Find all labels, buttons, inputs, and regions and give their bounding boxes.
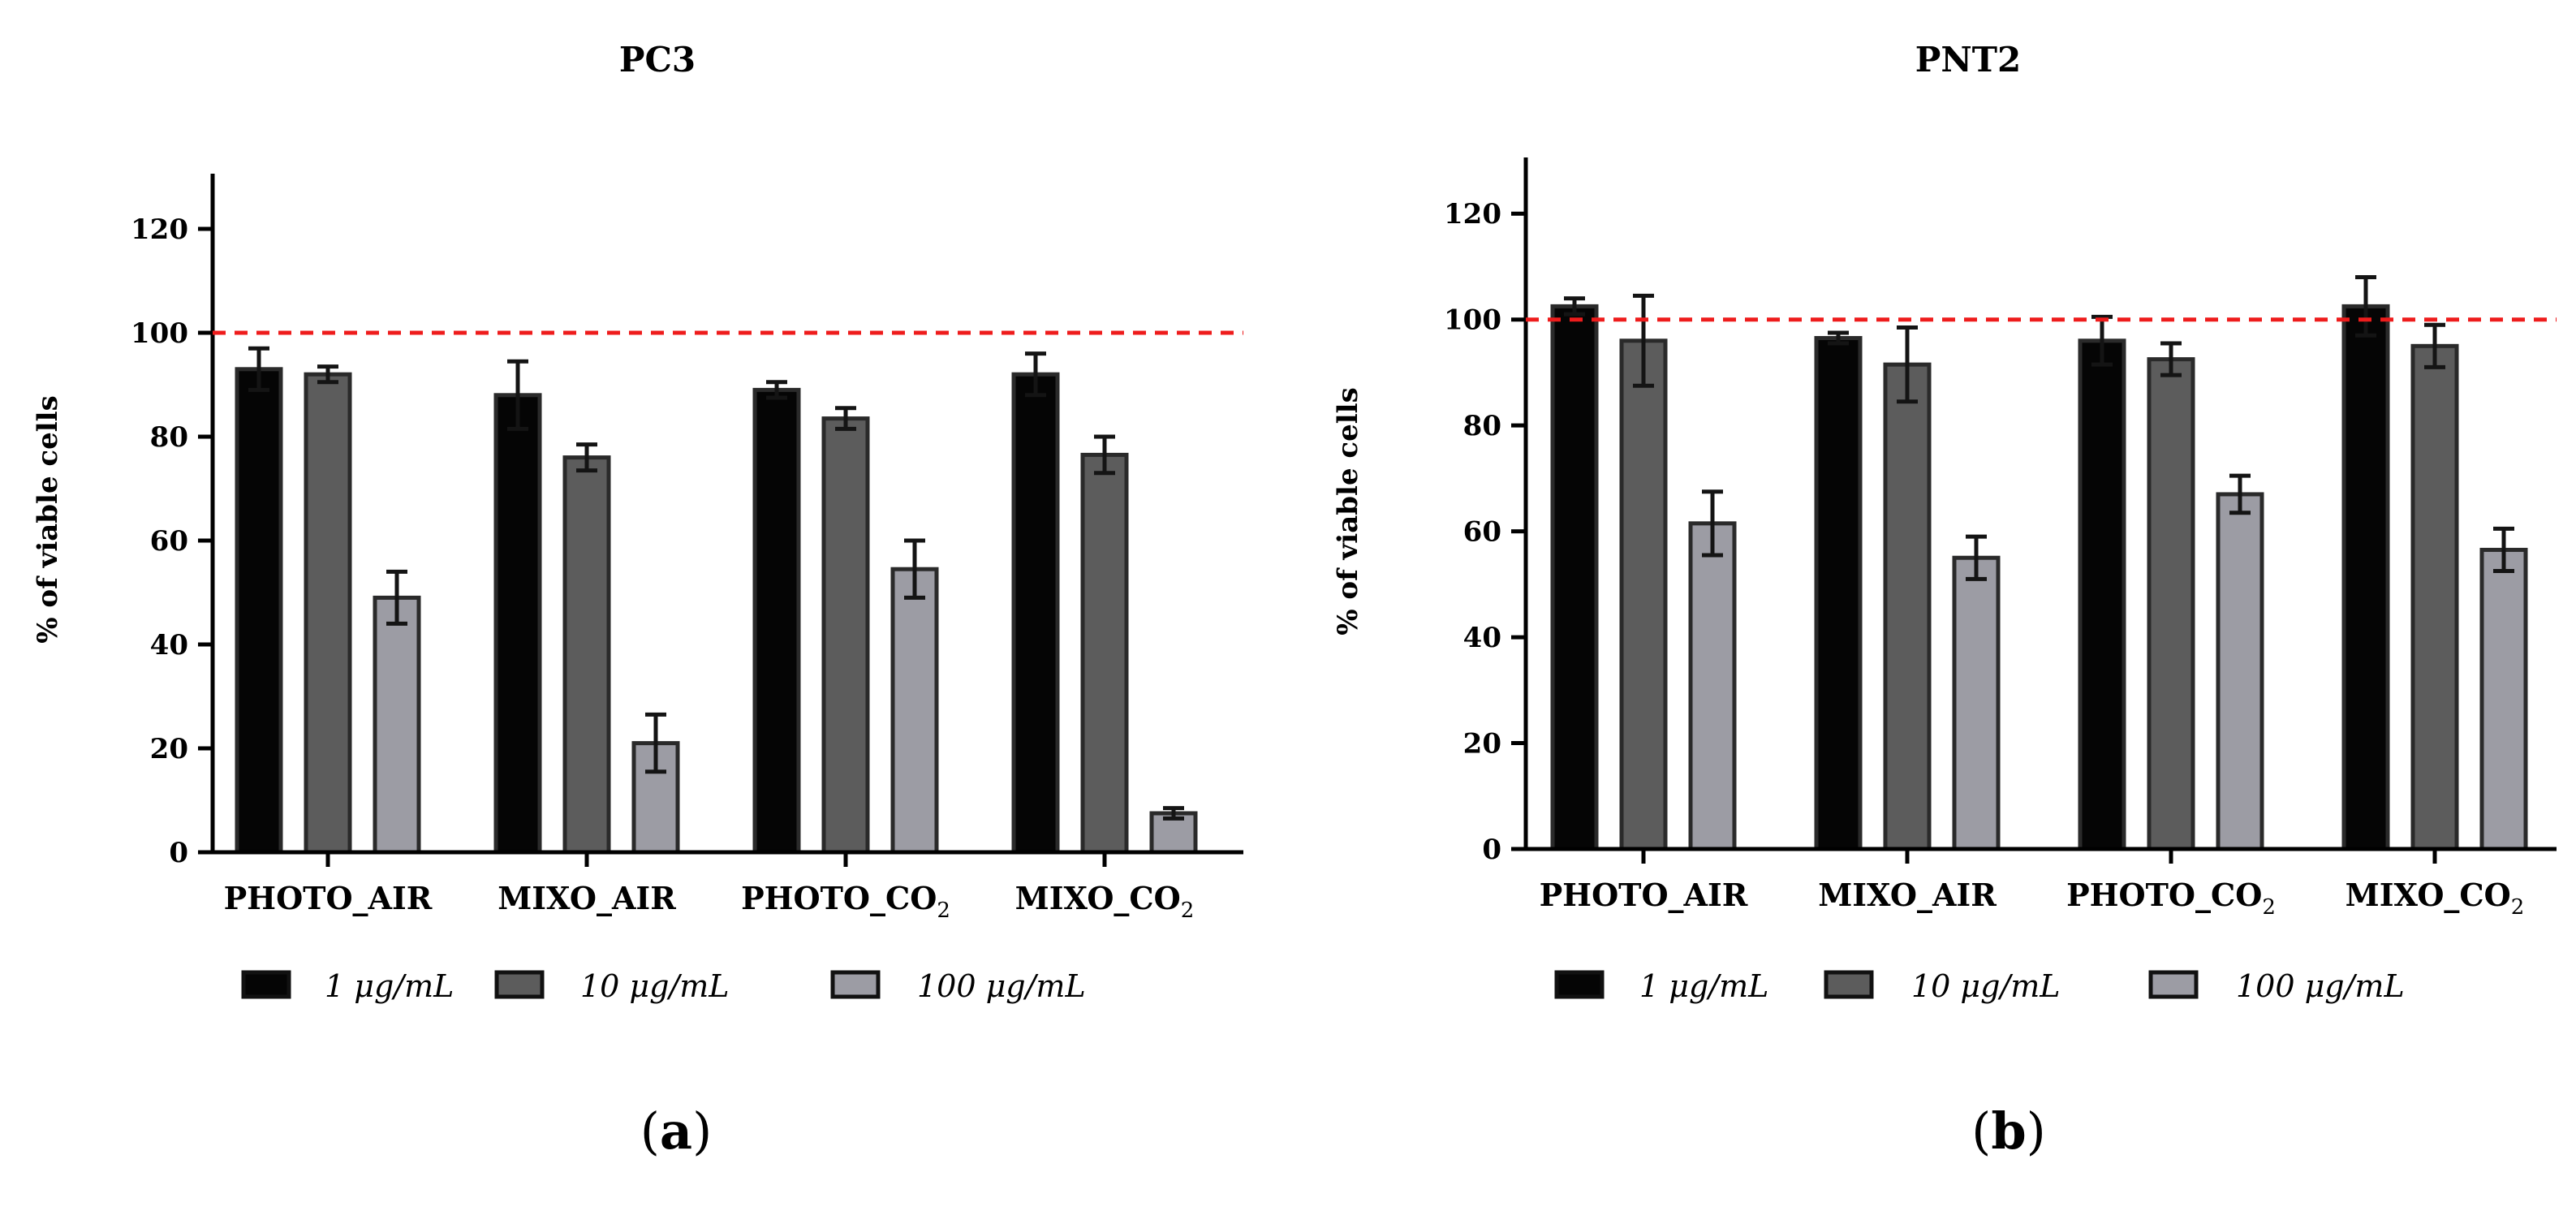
y-axis-label: % of viable cells (32, 395, 64, 643)
legend-label: 100 μg/mL (2236, 968, 2405, 1004)
bar (1883, 362, 1932, 851)
legend-label: 10 μg/mL (1911, 968, 2061, 1004)
x-tick-label: PHOTO_AIR (224, 880, 433, 916)
panel-label: (a) (640, 1101, 713, 1161)
bar (304, 372, 352, 855)
bar (2410, 343, 2459, 851)
legend-label: 1 μg/mL (1639, 968, 1768, 1004)
bar (1080, 452, 1129, 855)
x-tick-label: PHOTO_CO2 (741, 880, 950, 923)
legend-swatch (1824, 970, 1874, 999)
legend-swatch (830, 970, 881, 999)
x-tick-label-main: MIXO_CO (1015, 880, 1181, 916)
bar (1814, 336, 1863, 851)
x-tick-label: MIXO_CO2 (2346, 877, 2525, 920)
legend-swatch (1554, 970, 1605, 999)
bar (1952, 555, 2001, 851)
bar (2341, 304, 2390, 851)
y-tick-label: 100 (1444, 304, 1501, 337)
y-tick-label: 0 (169, 837, 188, 869)
legend-label: 1 μg/mL (325, 968, 454, 1004)
x-tick-label-subscript: 2 (2511, 895, 2525, 920)
panel-label-open: ( (640, 1101, 660, 1161)
bar (1550, 304, 1599, 851)
x-tick-label-main: PHOTO_AIR (1540, 877, 1748, 913)
x-tick-label: PHOTO_CO2 (2066, 877, 2276, 920)
y-tick-label: 100 (131, 317, 188, 350)
bar (1011, 372, 1060, 855)
panel-label: (b) (1971, 1101, 2046, 1161)
bar (821, 416, 870, 855)
bar (890, 567, 939, 855)
bar (1619, 338, 1668, 851)
y-tick-label: 60 (1463, 516, 1501, 549)
x-tick-label-main: MIXO_AIR (1818, 877, 1997, 913)
y-tick-label: 80 (150, 421, 188, 454)
bar (2479, 547, 2528, 851)
x-tick-label-main: PHOTO_CO (741, 880, 937, 916)
bar (493, 393, 542, 855)
y-tick-label: 0 (1482, 834, 1501, 866)
bar (2078, 338, 2126, 851)
y-tick-label: 120 (1444, 198, 1501, 231)
x-tick-label-main: MIXO_CO (2346, 877, 2511, 913)
panel-label-close: ) (2027, 1101, 2046, 1161)
legend-label: 10 μg/mL (580, 968, 730, 1004)
y-tick-label: 20 (150, 733, 188, 765)
y-tick-label: 120 (131, 213, 188, 246)
legend-swatch (2148, 970, 2199, 999)
bar (2216, 492, 2264, 851)
bar (752, 387, 801, 855)
x-tick-label: MIXO_CO2 (1015, 880, 1195, 923)
x-tick-label: MIXO_AIR (1818, 877, 1997, 913)
panel-label-letter: b (1991, 1101, 2026, 1161)
x-tick-label: PHOTO_AIR (1540, 877, 1748, 913)
legend-label: 100 μg/mL (917, 968, 1086, 1004)
y-axis-label: % of viable cells (1332, 387, 1364, 635)
x-tick-label-subscript: 2 (937, 899, 950, 923)
panel-label-close: ) (692, 1101, 712, 1161)
x-tick-label-main: MIXO_AIR (498, 880, 676, 916)
bar (235, 367, 283, 855)
y-tick-label: 40 (1463, 622, 1501, 654)
x-tick-label-main: PHOTO_AIR (224, 880, 433, 916)
legend-swatch (494, 970, 545, 999)
bar (373, 595, 421, 855)
x-tick-label: MIXO_AIR (498, 880, 676, 916)
x-tick-label-subscript: 2 (2262, 895, 2276, 920)
panel-label-letter: a (660, 1101, 692, 1161)
chart-panel-b: PNT2 % of viable cells 0 20 40 60 80 100 120 PHOT… (1332, 40, 2557, 1161)
y-tick-label: 80 (1463, 410, 1501, 442)
x-tick-label-subscript: 2 (1181, 899, 1195, 923)
chart-panel-a: PC3 % of viable cells 0 20 40 60 80 100 120 PHOTO… (32, 40, 1243, 1161)
bar (2147, 357, 2195, 851)
x-tick-label-main: PHOTO_CO (2066, 877, 2262, 913)
bar (1688, 521, 1737, 851)
chart-title: PC3 (619, 40, 696, 80)
legend-swatch (241, 970, 291, 999)
y-tick-label: 20 (1463, 728, 1501, 761)
panel-label-open: ( (1971, 1101, 1991, 1161)
chart-title: PNT2 (1915, 40, 2021, 80)
y-tick-label: 60 (150, 525, 188, 558)
y-tick-label: 40 (150, 629, 188, 662)
bar (562, 455, 611, 855)
